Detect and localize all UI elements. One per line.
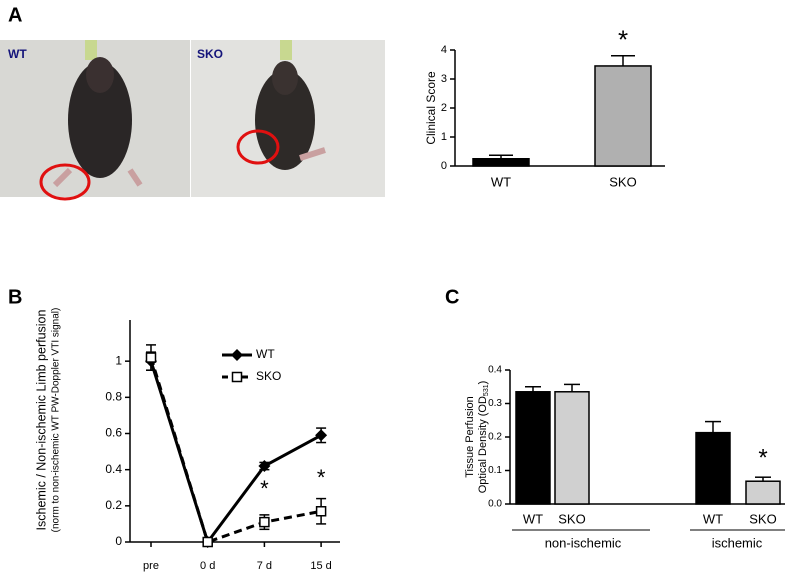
bar <box>695 431 731 505</box>
x-tick-label: WT <box>491 174 511 189</box>
bar <box>515 391 551 505</box>
bar <box>554 391 590 505</box>
legend-label: WT <box>256 347 275 361</box>
y-tick-label: 2 <box>441 102 447 114</box>
y-tick-label: 0.1 <box>488 465 502 476</box>
y-tick-label: 0 <box>441 160 447 172</box>
y-tick-label: 0.4 <box>488 365 502 376</box>
marker <box>259 516 270 528</box>
photo-label: WT <box>8 47 27 61</box>
y-tick-label: 0.8 <box>105 390 122 404</box>
y-axis-title: Optical Density (OD531) <box>477 381 490 494</box>
y-axis-title-sub: 531 <box>483 384 490 396</box>
x-tick-label: WT <box>523 511 543 526</box>
x-tick-label: 7 d <box>257 560 272 572</box>
panel-label: C <box>445 286 459 308</box>
group-label: non-ischemic <box>545 535 622 550</box>
y-tick-label: 0.3 <box>488 398 502 409</box>
x-tick-label: pre <box>143 560 159 572</box>
y-axis-title: Tissue Perfusion <box>464 396 476 478</box>
y-axis-title-part: Optical Density (OD <box>477 396 489 493</box>
x-tick-label: 15 d <box>310 560 331 572</box>
y-axis-title: Ischemic / Non-ischemic Limb perfusion <box>34 310 48 531</box>
photo: WT <box>0 40 190 201</box>
y-axis-title: Clinical Score <box>424 71 438 145</box>
y-tick-label: 1 <box>115 353 122 367</box>
significance-mark: * <box>317 465 326 490</box>
x-tick-label: 0 d <box>200 560 215 572</box>
y-tick-label: 0 <box>115 534 122 548</box>
panel-label: A <box>8 4 22 26</box>
legend-marker <box>231 349 243 361</box>
y-tick-label: 1 <box>441 131 447 143</box>
bar <box>745 480 781 505</box>
significance-mark: * <box>618 25 628 55</box>
y-tick-label: 0.6 <box>105 426 122 440</box>
y-tick-label: 0.0 <box>488 499 502 510</box>
marker <box>145 352 157 363</box>
y-tick-label: 0.4 <box>105 462 122 476</box>
x-tick-label: SKO <box>749 511 776 526</box>
y-axis-title-part: ) <box>477 381 489 385</box>
x-tick-label: SKO <box>609 174 636 189</box>
legend-marker <box>231 371 243 383</box>
marker <box>258 460 271 473</box>
photo-label: SKO <box>197 47 223 61</box>
marker <box>315 429 328 442</box>
significance-mark: * <box>758 445 767 472</box>
y-axis-note: (norm to non-ischemic WT PW-Doppler VTI … <box>51 308 62 533</box>
x-tick-label: SKO <box>558 511 585 526</box>
panel-label: B <box>8 286 22 308</box>
y-tick-label: 4 <box>441 44 447 56</box>
y-tick-label: 0.2 <box>488 432 502 443</box>
legend-label: SKO <box>256 369 281 383</box>
series-line <box>149 360 322 546</box>
marker <box>315 506 327 517</box>
x-tick-label: WT <box>703 511 723 526</box>
y-tick-label: 0.2 <box>105 498 122 512</box>
photo: SKO <box>191 40 385 197</box>
series-line <box>149 357 322 544</box>
bar <box>472 158 530 167</box>
bar <box>594 65 652 167</box>
marker <box>202 536 213 548</box>
significance-mark: * <box>260 476 269 501</box>
group-label: ischemic <box>712 535 763 550</box>
y-tick-label: 3 <box>441 73 447 85</box>
